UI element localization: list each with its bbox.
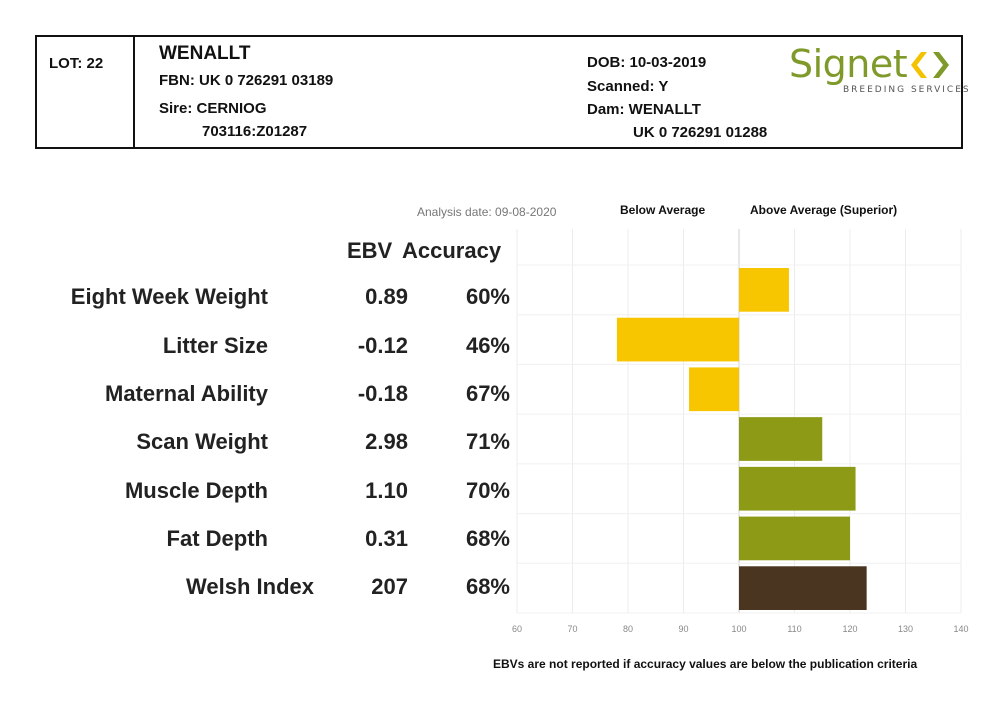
header-divider (133, 37, 135, 147)
ebv-value: 207 (371, 574, 408, 599)
legend-below-average: Below Average (620, 203, 706, 217)
trait-label: Maternal Ability (105, 381, 268, 406)
accuracy-value: 70% (465, 478, 510, 503)
x-tick-label: 130 (898, 624, 913, 634)
trait-label: Welsh Index (186, 574, 314, 599)
fbn: FBN: UK 0 726291 03189 (159, 72, 334, 89)
accuracy-value: 68% (465, 526, 510, 551)
x-tick-label: 80 (623, 624, 633, 634)
legend-above-average: Above Average (Superior) (750, 203, 898, 217)
x-tick-label: 70 (567, 624, 577, 634)
scanned: Scanned: Y (587, 78, 669, 95)
sire-id: 703116:Z01287 (202, 123, 308, 140)
accuracy-value: 71% (465, 429, 510, 454)
accuracy-value: 60% (465, 284, 510, 309)
bar-scan-weight (739, 417, 823, 461)
x-tick-label: 90 (678, 624, 688, 634)
bar-welsh-index (739, 566, 867, 610)
bar-maternal-ability (689, 367, 739, 412)
analysis-date: Analysis date: 09-08-2020 (417, 205, 557, 219)
trait-label: Fat Depth (166, 526, 268, 551)
x-tick-label: 60 (512, 624, 522, 634)
bar-fat-depth (739, 516, 850, 561)
sire: Sire: CERNIOG (159, 100, 267, 117)
accuracy-value: 68% (465, 574, 510, 599)
ebv-value: -0.18 (357, 381, 408, 406)
ebv-value: 1.10 (365, 478, 408, 503)
x-tick-label: 120 (842, 624, 857, 634)
animal-header: LOT: 22 WENALLT FBN: UK 0 726291 03189 S… (35, 35, 969, 149)
ebv-value: 0.89 (365, 284, 408, 309)
logo-wordmark: Signet (789, 42, 908, 86)
bar-litter-size (616, 317, 739, 362)
x-tick-label: 100 (731, 624, 746, 634)
logo-subtitle: BREEDING SERVICES (843, 85, 971, 95)
footnote: EBVs are not reported if accuracy values… (493, 657, 918, 671)
trait-label: Scan Weight (136, 429, 268, 454)
x-tick-label: 110 (787, 624, 801, 634)
trait-label: Muscle Depth (124, 478, 268, 503)
bar-muscle-depth (739, 466, 856, 511)
accuracy-value: 67% (465, 381, 510, 406)
bar-eight-week-weight (739, 268, 789, 312)
signet-logo: Signet BREEDING SERVICES (789, 42, 969, 95)
lot-number: LOT: 22 (49, 55, 104, 72)
trait-label: Litter Size (162, 333, 268, 358)
animal-name: WENALLT (159, 43, 251, 64)
dam: Dam: WENALLT (587, 101, 701, 118)
accuracy-value: 46% (465, 333, 510, 358)
x-tick-label: 140 (953, 624, 968, 634)
trait-label: Eight Week Weight (70, 284, 268, 309)
ebv-value: 0.31 (365, 526, 408, 551)
accuracy-column-header: Accuracy (402, 238, 502, 263)
ebv-value: 2.98 (365, 429, 408, 454)
chevrons-icon (911, 52, 949, 78)
dam-id: UK 0 726291 01288 (633, 124, 768, 141)
date-of-birth: DOB: 10-03-2019 (587, 54, 707, 71)
ebv-value: -0.12 (357, 333, 408, 358)
ebv-column-header: EBV (347, 238, 393, 263)
